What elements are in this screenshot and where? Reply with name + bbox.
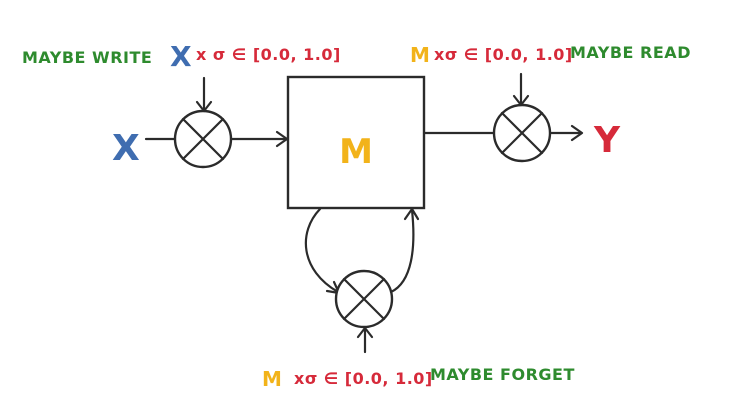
read-caption: MAYBE READ — [570, 43, 691, 62]
memory-box — [286, 75, 426, 210]
read-sigma-label: xσ ∈ [0.0, 1.0] — [434, 45, 573, 64]
forget-sigma-label: xσ ∈ [0.0, 1.0] — [294, 369, 433, 388]
read-m-label: M — [410, 43, 430, 67]
write-control-arrow — [195, 76, 213, 113]
forget-loop-out-arrow — [304, 207, 341, 295]
read-to-output-arrow — [548, 124, 584, 142]
output-y-label: Y — [593, 120, 621, 161]
input-x-label: X — [112, 128, 140, 169]
write-to-memory-arrow — [229, 130, 289, 148]
write-x-label: X — [170, 40, 192, 73]
multiply-gate-icon — [173, 109, 233, 169]
memory-label: M — [339, 132, 373, 172]
forget-m-label: M — [262, 367, 282, 391]
write-caption: MAYBE WRITE — [22, 48, 152, 67]
forget-loop-back-arrow — [389, 207, 420, 294]
read-control-arrow — [512, 72, 530, 107]
forget-caption: MAYBE FORGET — [430, 365, 575, 384]
forget-control-arrow — [356, 326, 374, 354]
write-sigma-label: x σ ∈ [0.0, 1.0] — [196, 45, 341, 64]
multiply-gate-icon — [492, 103, 552, 163]
multiply-gate-icon — [334, 269, 394, 329]
